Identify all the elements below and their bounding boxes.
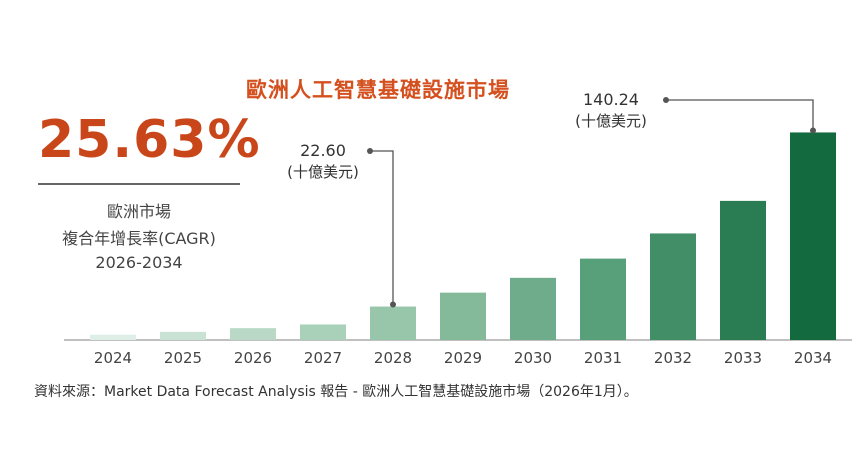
callout-dot xyxy=(810,127,816,134)
x-tick-label: 2032 xyxy=(654,349,692,367)
x-tick-label: 2028 xyxy=(374,349,412,367)
data-label-value: 140.24 xyxy=(583,90,639,109)
data-label-value: 22.60 xyxy=(300,141,346,160)
cagr-label-metric: 複合年增長率(CAGR) xyxy=(62,229,216,248)
bar-2031 xyxy=(580,258,626,340)
callout-leader-line xyxy=(666,99,814,131)
bar-2026 xyxy=(230,328,276,340)
data-label-unit: (十億美元) xyxy=(287,163,359,181)
callout-leader-line xyxy=(370,150,394,305)
x-tick-label: 2026 xyxy=(234,349,272,367)
bar-2034 xyxy=(790,132,836,340)
x-tick-label: 2030 xyxy=(514,349,552,367)
callout-dot xyxy=(367,148,373,154)
cagr-value: 25.63% xyxy=(38,110,261,170)
x-tick-label: 2033 xyxy=(724,349,762,367)
x-tick-label: 2031 xyxy=(584,349,622,367)
x-tick-label: 2029 xyxy=(444,349,482,367)
cagr-divider xyxy=(38,183,240,185)
chart-title: 歐洲人工智慧基礎設施市場 xyxy=(246,78,510,102)
x-tick-label: 2025 xyxy=(164,349,202,367)
bar-2032 xyxy=(650,233,696,340)
callout-dot xyxy=(663,97,669,103)
x-tick-label: 2024 xyxy=(94,349,132,367)
bar-2033 xyxy=(720,200,766,340)
bar-2030 xyxy=(510,277,556,340)
bar-2028 xyxy=(370,306,416,340)
data-label-unit: (十億美元) xyxy=(575,112,647,130)
source-note: 資料來源：Market Data Forecast Analysis 報告 - … xyxy=(34,384,638,400)
cagr-label-period: 2026-2034 xyxy=(95,253,183,272)
bar-2024 xyxy=(90,334,136,340)
bar-2029 xyxy=(440,292,486,340)
x-tick-label: 2034 xyxy=(794,349,832,367)
cagr-label-region: 歐洲市場 xyxy=(106,202,171,221)
bar-2025 xyxy=(160,331,206,340)
bar-2027 xyxy=(300,324,346,340)
x-tick-label: 2027 xyxy=(304,349,342,367)
callout-dot xyxy=(390,301,396,308)
